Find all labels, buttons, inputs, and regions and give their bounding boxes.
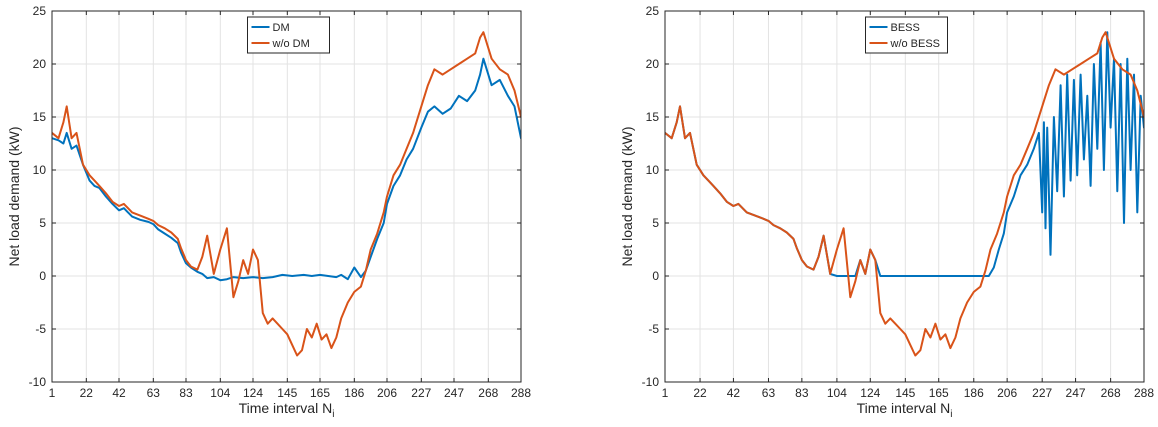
x-tick-label: 63 [147,386,161,400]
legend-entry: BESS [891,22,920,34]
series-line-dm [52,57,521,282]
y-tick-label: -5 [35,322,46,336]
x-tick-label: 206 [997,386,1017,400]
y-tick-label: 5 [39,216,46,230]
x-tick-label: 227 [411,386,431,400]
y-tick-label: 5 [652,216,659,230]
plot-area [665,11,1144,382]
y-tick-label: 0 [652,269,659,283]
plot-area [52,11,521,382]
y-tick-label: 15 [33,110,47,124]
y-axis-label: Net load demand (kW) [619,126,635,266]
legend-entry: w/o DM [272,38,310,50]
x-tick-label: 268 [1101,386,1121,400]
x-tick-label: 124 [860,386,880,400]
x-tick-label: 104 [827,386,847,400]
x-tick-label: 104 [210,386,230,400]
x-tick-label: 22 [80,386,94,400]
x-tick-label: 63 [762,386,776,400]
x-tick-label: 186 [964,386,984,400]
x-tick-label: 227 [1032,386,1052,400]
y-tick-label: 10 [33,163,47,177]
y-tick-label: 20 [646,57,660,71]
x-tick-label: 165 [310,386,330,400]
legend-entry: w/o BESS [890,38,941,50]
x-tick-label: 83 [795,386,809,400]
axes-frame [664,10,1145,383]
y-tick-label: 10 [646,163,660,177]
x-tick-label: 186 [344,386,364,400]
legend-entry: DM [273,22,290,34]
x-tick-label: 1 [662,386,669,400]
axes-frame [51,10,522,383]
legend-box [865,16,948,54]
x-axis-label: Time interval Ni [857,400,953,420]
x-tick-label: 206 [377,386,397,400]
y-tick-label: 25 [646,4,660,18]
y-axis-label: Net load demand (kW) [6,126,22,266]
y-tick-label: -10 [29,375,47,389]
y-tick-label: 25 [33,4,47,18]
legend: DM w/o DM [247,16,330,54]
x-tick-label: 247 [444,386,464,400]
x-tick-label: 42 [727,386,741,400]
legend: BESS w/o BESS [865,16,948,54]
y-tick-label: 0 [39,269,46,283]
y-tick-label: -5 [648,322,659,336]
x-tick-label: 145 [277,386,297,400]
x-tick-label: 165 [929,386,949,400]
x-tick-label: 83 [179,386,193,400]
x-tick-label: 288 [511,386,531,400]
x-tick-label: 124 [243,386,263,400]
series-line-w-o-dm [52,31,521,357]
series-line-w-o-bess [665,31,1144,357]
x-tick-label: 42 [112,386,126,400]
legend-box [247,16,330,54]
x-tick-label: 22 [693,386,707,400]
chart-panel-1: 1 22 42 63 83 104 124 145 165 186 206 227 247 268 288 -… [6,4,531,420]
x-tick-label: 268 [478,386,498,400]
x-tick-label: 288 [1134,386,1154,400]
x-tick-label: 1 [49,386,56,400]
y-tick-label: -10 [642,375,660,389]
x-tick-label: 145 [895,386,915,400]
x-axis-label: Time interval Ni [239,400,335,420]
x-tick-label: 247 [1066,386,1086,400]
chart-panel-2: 1 22 42 63 83 104 124 145 165 186 206 227 247 268 288 -… [619,4,1154,420]
y-tick-label: 20 [33,57,47,71]
y-tick-label: 15 [646,110,660,124]
